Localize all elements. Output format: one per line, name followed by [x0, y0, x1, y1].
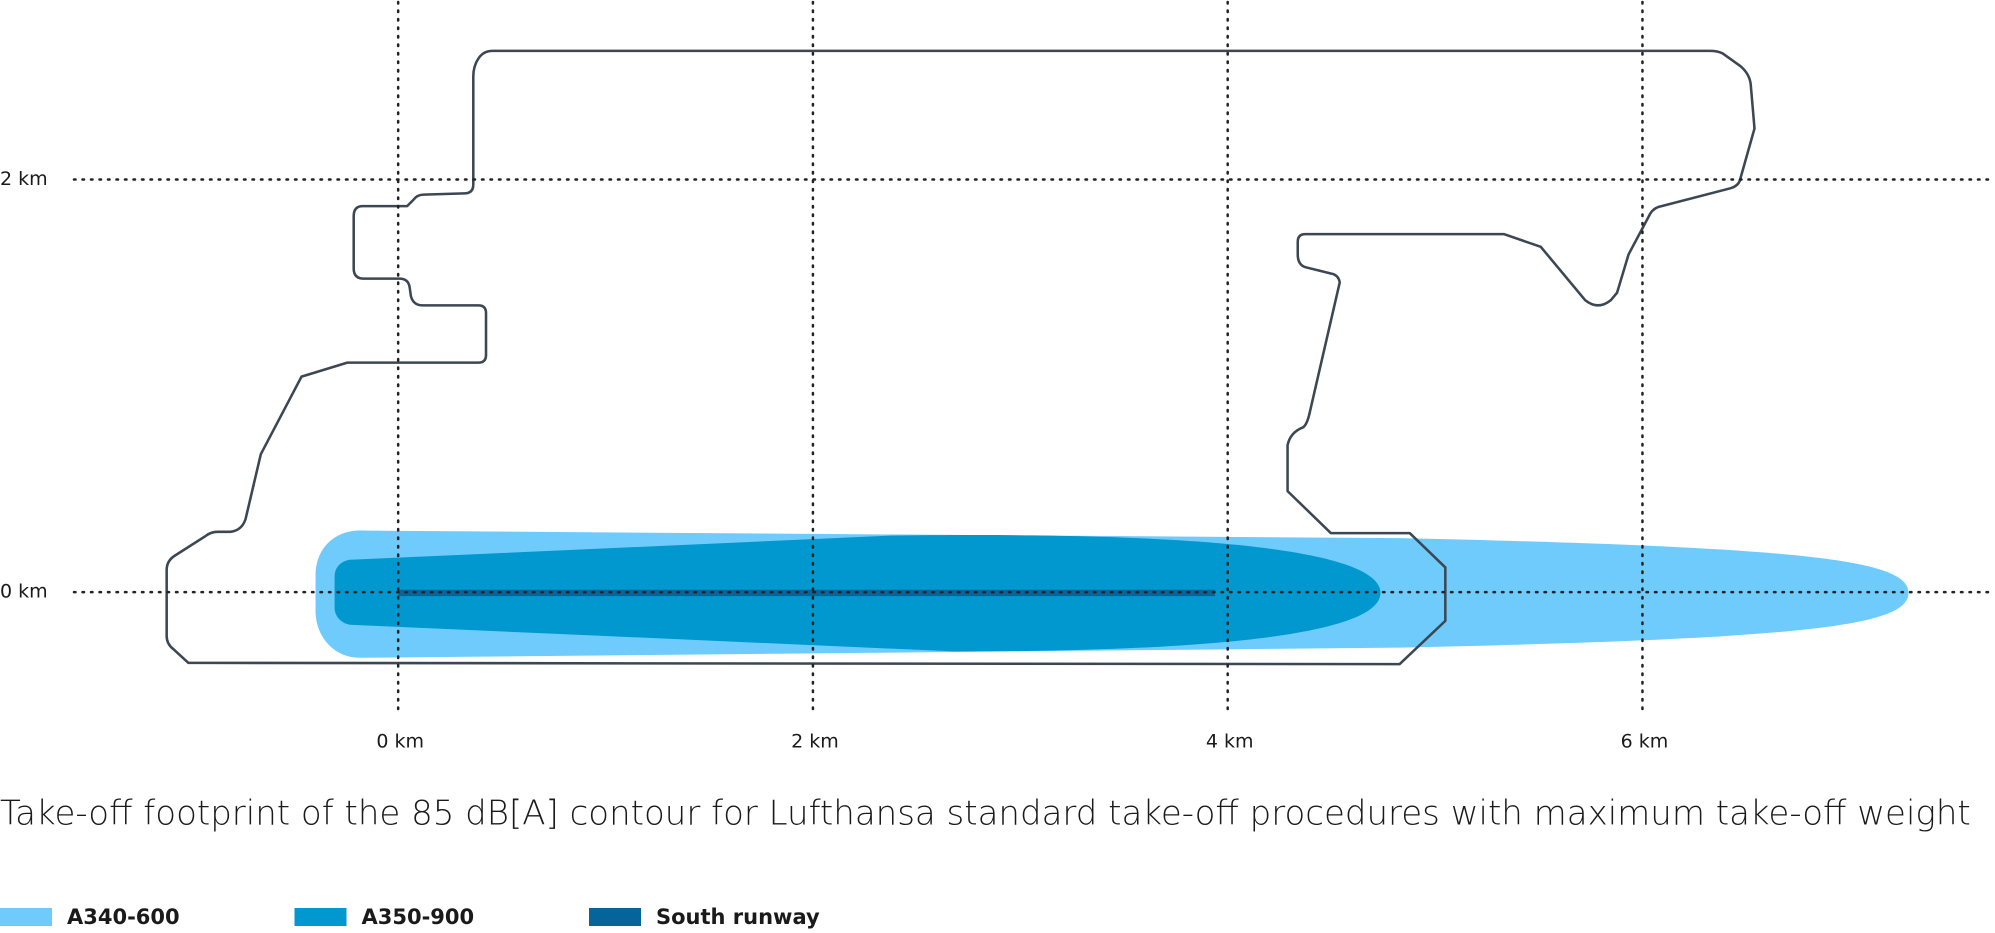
legend-label: South runway [656, 905, 820, 929]
x-tick-label: 4 km [1206, 731, 1254, 753]
old-aircraft-contour [165, 49, 1756, 666]
y-tick-label: 2 km [0, 168, 48, 190]
legend-swatch [294, 908, 347, 926]
x-tick-label: 6 km [1621, 731, 1669, 753]
x-tick-label: 0 km [376, 731, 424, 753]
legend-swatch [0, 908, 52, 926]
footprint-shapes [165, 49, 1909, 666]
x-tick-label: 2 km [791, 731, 839, 753]
legend-swatch [589, 908, 641, 926]
legend-label: A340-600 [67, 905, 180, 929]
grid [72, 0, 1995, 714]
y-tick-label: 0 km [0, 581, 48, 603]
legend-label: A350-900 [362, 905, 475, 929]
chart-title: Take-off footprint of the 85 dB[A] conto… [0, 794, 1971, 834]
